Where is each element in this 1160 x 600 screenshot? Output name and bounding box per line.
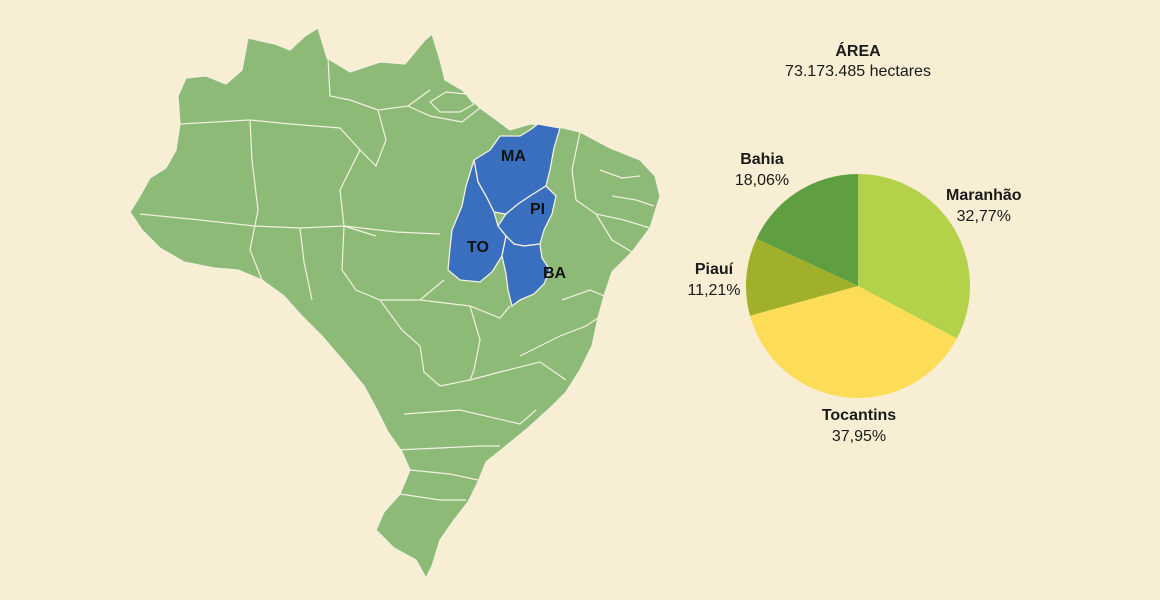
slice-value-maranhao: 32,77%: [956, 207, 1011, 225]
marajo-island: [429, 91, 475, 113]
slice-label-tocantins: Tocantins 37,95%: [818, 406, 900, 448]
pie-slice-bahia: [756, 174, 858, 286]
slice-name-piaui: Piauí: [694, 261, 734, 278]
state-borders: [139, 57, 655, 501]
state-shape-ba: [501, 234, 551, 308]
chart-header: ÁREA 73.173.485 hectares: [720, 42, 996, 82]
slice-label-piaui: Piauí 11,21%: [686, 260, 742, 302]
pie-slice-maranhao: [858, 174, 970, 339]
pie-slice-piaui: [746, 238, 858, 316]
state-shape-to: [447, 159, 507, 283]
slice-name-bahia: Bahia: [740, 151, 784, 168]
pie-slice-tocantins: [750, 286, 957, 398]
slice-label-bahia: Bahia 18,06%: [730, 150, 794, 192]
slice-value-tocantins: 37,95%: [831, 427, 887, 445]
slice-value-bahia: 18,06%: [734, 171, 790, 189]
slice-name-maranhao: Maranhão: [946, 187, 1022, 204]
brazil-map: MA PI TO BA: [129, 27, 661, 580]
state-label-ma: MA: [501, 148, 526, 165]
pie-slices: [746, 174, 970, 398]
state-label-pi: PI: [530, 201, 545, 218]
state-label-to: TO: [467, 239, 489, 256]
slice-label-maranhao: Maranhão 32,77%: [946, 186, 1022, 228]
slice-value-piaui: 11,21%: [687, 281, 741, 299]
state-label-ba: BA: [543, 265, 567, 282]
chart-subtitle: 73.173.485 hectares: [785, 63, 931, 80]
slice-name-tocantins: Tocantins: [821, 407, 897, 424]
chart-title: ÁREA: [835, 43, 881, 60]
highlighted-states: [447, 123, 561, 308]
